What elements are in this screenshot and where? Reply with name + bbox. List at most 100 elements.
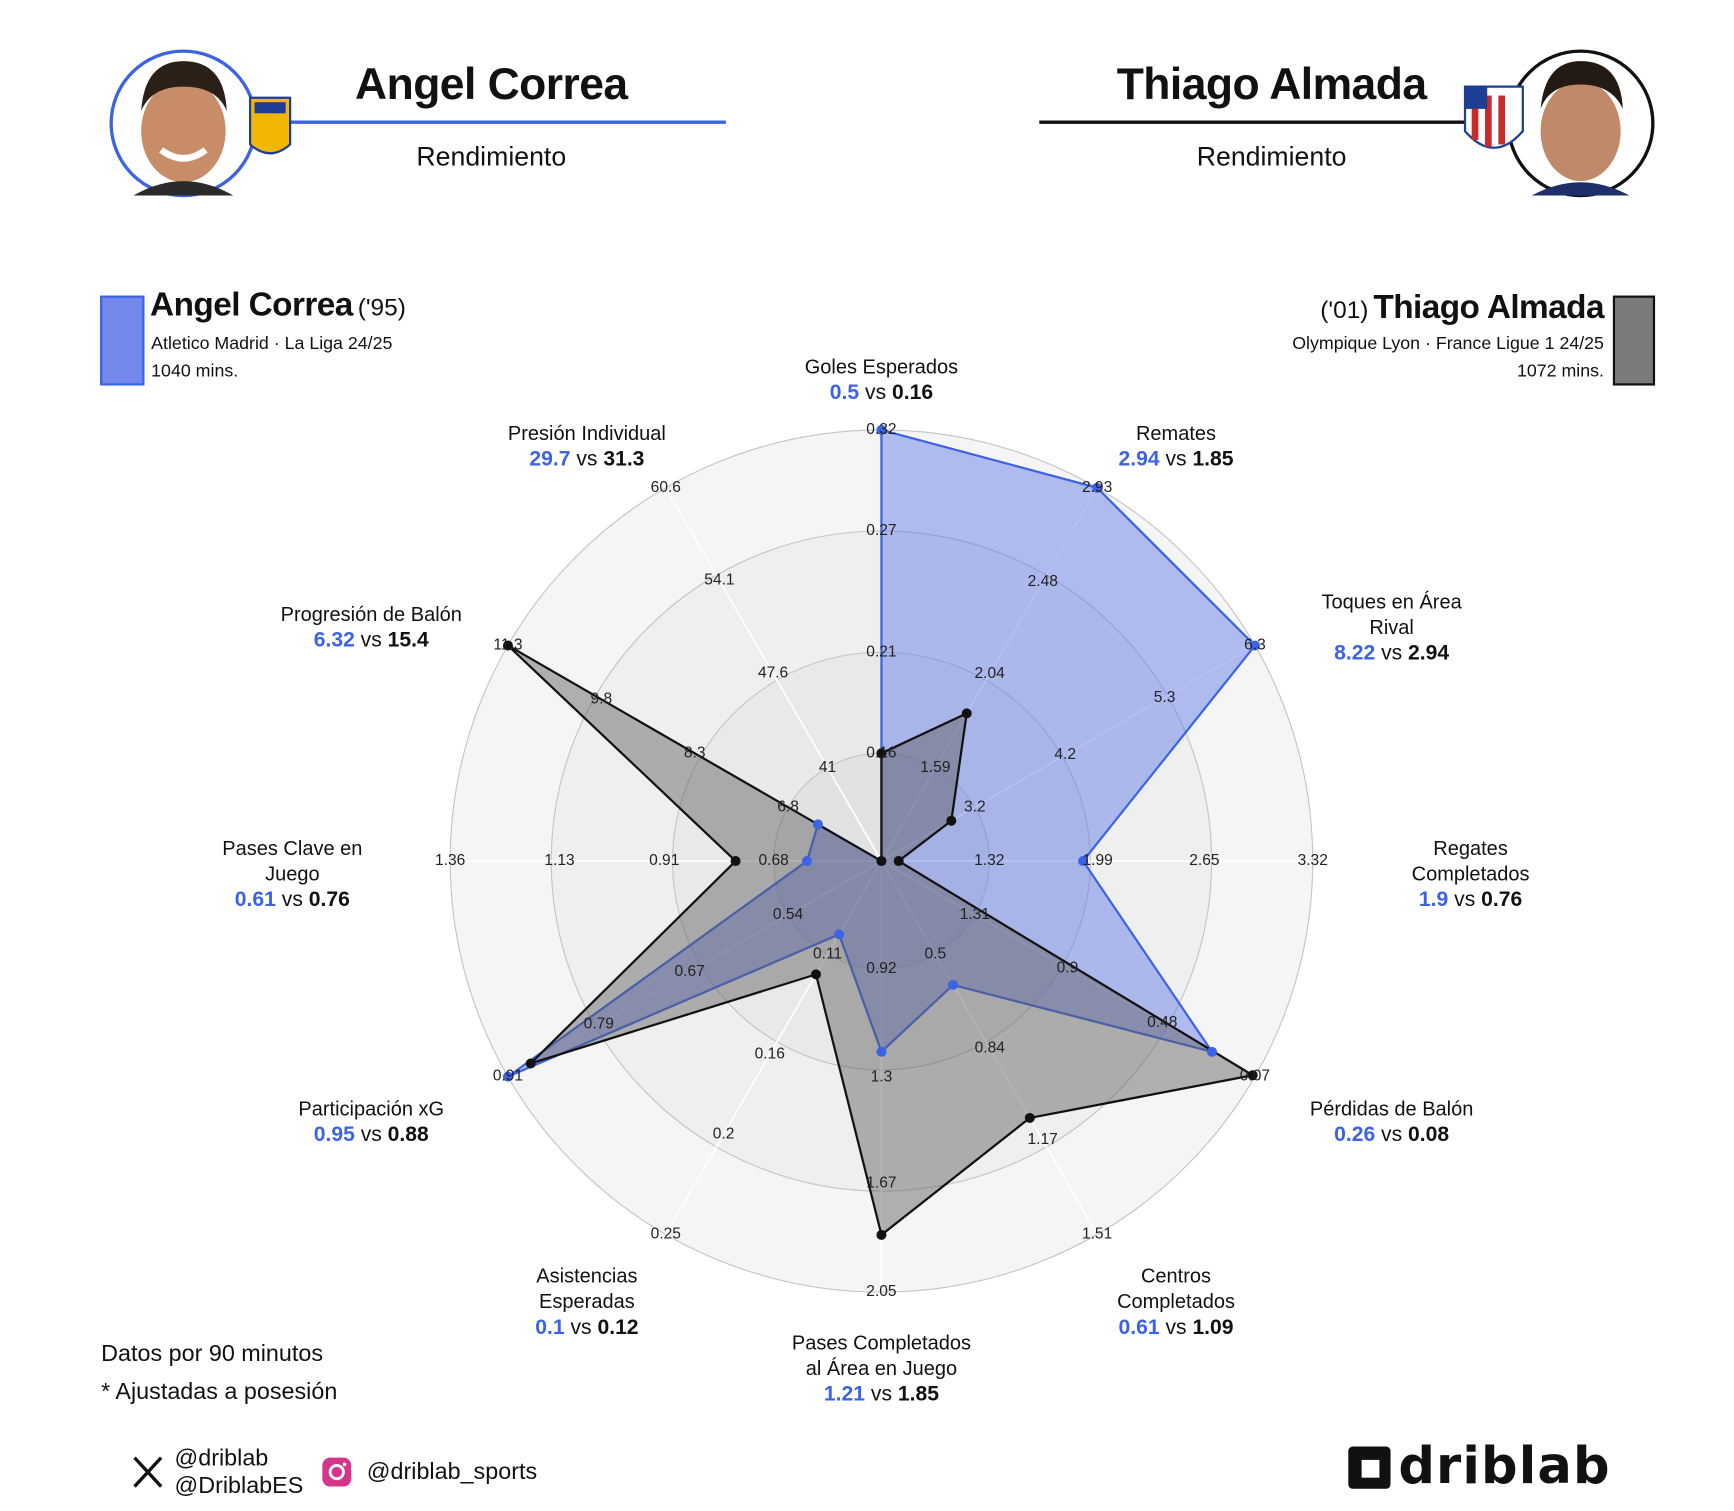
axis-values: 0.61 vs 1.09 [1117, 1315, 1235, 1341]
comparison-word: vs [1381, 1122, 1403, 1147]
tick-label: 0.16 [866, 744, 896, 761]
header-subtitle: Rendimiento [1196, 142, 1347, 173]
tick-label: 0.48 [1147, 1014, 1177, 1031]
tick-label: 0.92 [866, 960, 896, 977]
axis-spoke [665, 860, 883, 1235]
club-badge [248, 96, 292, 155]
series-point [876, 748, 887, 759]
value-label: 1.85 [897, 1382, 939, 1407]
axis-values: 0.95 vs 0.88 [298, 1122, 444, 1148]
tick-label: 0.68 [758, 852, 788, 869]
legend-swatch [100, 295, 145, 386]
tick-label: 1.32 [974, 852, 1004, 869]
comparison-word: vs [1165, 447, 1187, 471]
legend-minutes: 1072 mins. [1516, 362, 1604, 382]
legend-name: Thiago Almada [1373, 288, 1604, 326]
axis-values: 1.9 vs 0.76 [1412, 887, 1530, 913]
axis-values: 2.94 vs 1.85 [1118, 446, 1233, 472]
value-label: 0.76 [308, 888, 350, 912]
axis-spoke [507, 860, 882, 1078]
header-name: Angel Correa [355, 59, 628, 109]
tick-label: 0.16 [755, 1045, 785, 1062]
tick-label: 6.8 [777, 798, 799, 815]
tick-label: 0.67 [675, 963, 705, 980]
value-label: 8.22 [1334, 641, 1376, 665]
series-point [876, 1229, 887, 1240]
tick-label: 0.84 [975, 1040, 1006, 1057]
series-point [947, 979, 958, 990]
value-label: 0.1 [535, 1316, 565, 1340]
value-label: 0.12 [597, 1316, 639, 1340]
social-handle[interactable]: @DriblabES [174, 1473, 304, 1499]
tick-label: 1.36 [435, 852, 465, 869]
tick-label: 60.6 [651, 479, 681, 496]
axis-name: Regates Completados [1411, 837, 1530, 885]
tick-label: 0.79 [584, 1015, 614, 1032]
tick-label: 1.67 [866, 1175, 896, 1192]
tick-label: 0.91 [493, 1068, 523, 1085]
social-handle[interactable]: @driblab_sports [366, 1458, 538, 1485]
tick-label: 54.1 [704, 572, 734, 589]
series-point [893, 856, 904, 867]
legend-entry: Angel Correa ('95) [150, 287, 406, 325]
axis-name: Goles Esperados [804, 355, 959, 378]
footnote: Datos por 90 minutos [101, 1341, 324, 1367]
series-point [1078, 856, 1089, 867]
comparison-word: vs [576, 447, 598, 471]
value-label: 1.9 [1418, 888, 1449, 912]
header-name: Thiago Almada [1116, 59, 1427, 109]
tick-label: 1.3 [871, 1069, 893, 1086]
axis-label: Goles Esperados 0.5 vs 0.16 [805, 354, 958, 405]
axis-values: 0.26 vs 0.08 [1310, 1122, 1474, 1148]
axis-spoke [880, 487, 1098, 862]
tick-label: 0.21 [866, 643, 896, 660]
header-subtitle: Rendimiento [416, 142, 567, 173]
legend-team: Atletico Madrid · La Liga 24/25 [151, 334, 393, 354]
series-point [525, 1058, 536, 1069]
legend-minutes: 1040 mins. [151, 362, 239, 382]
axis-label: Progresión de Balón 6.32 vs 15.4 [281, 602, 462, 653]
value-label: 1.85 [1192, 447, 1234, 471]
value-label: 0.08 [1408, 1122, 1450, 1147]
tick-label: 3.2 [964, 798, 986, 815]
social-handle[interactable]: @driblab [174, 1445, 269, 1472]
comparison-word: vs [1454, 888, 1476, 912]
tick-label: 1.13 [544, 852, 574, 869]
tick-label: 0.9 [1057, 959, 1079, 976]
axis-values: 6.32 vs 15.4 [281, 627, 462, 653]
tick-label: 0.32 [866, 421, 896, 438]
axis-spoke [881, 644, 1256, 862]
series-point [876, 856, 887, 867]
tick-label: 6.3 [1244, 637, 1266, 654]
tick-label: 1.17 [1028, 1131, 1058, 1148]
value-label: 1.21 [823, 1382, 866, 1407]
tick-label: 2.93 [1082, 479, 1112, 496]
tick-label: 5.3 [1154, 689, 1176, 706]
value-label: 29.7 [529, 447, 571, 471]
axis-spoke [880, 860, 1098, 1235]
axis-name: Centros Completados [1117, 1265, 1235, 1314]
tick-label: 9.8 [591, 691, 613, 708]
tick-label: 2.04 [975, 665, 1006, 682]
tick-label: 0.2 [713, 1125, 735, 1142]
comparison-word: vs [281, 888, 303, 912]
comparison-word: vs [570, 1316, 592, 1340]
series-point [1249, 640, 1260, 651]
brand-logo: driblab [1398, 1435, 1611, 1496]
axis-label: Pases Clave en Juego 0.61 vs 0.76 [222, 836, 362, 913]
axis-values: 8.22 vs 2.94 [1322, 640, 1462, 666]
value-label: 0.5 [829, 381, 860, 405]
tick-label: 8.3 [684, 744, 706, 761]
series-point [876, 424, 887, 435]
player-photo [1506, 49, 1655, 198]
series-point [810, 969, 821, 980]
tick-label: 2.65 [1189, 852, 1219, 869]
tick-label: 1.59 [920, 759, 950, 776]
tick-label: 41 [819, 759, 836, 776]
series-point [946, 815, 957, 826]
tick-label: 0.91 [649, 852, 679, 869]
series-point [1247, 1070, 1258, 1081]
series-point [961, 708, 972, 719]
